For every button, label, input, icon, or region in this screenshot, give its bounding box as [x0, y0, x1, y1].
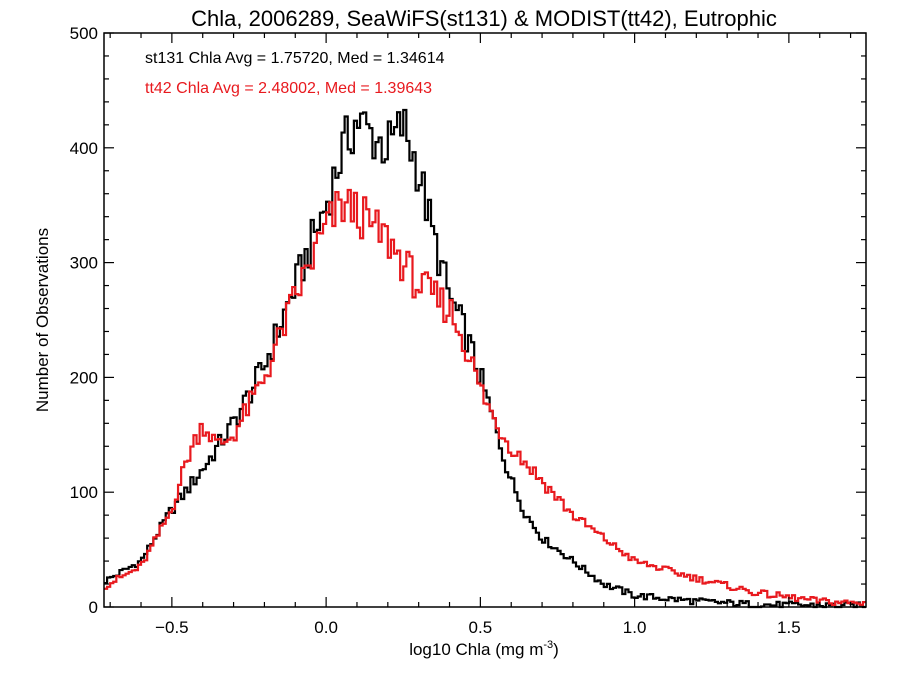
plot-frame	[103, 32, 867, 608]
x-axis-title-suffix: )	[553, 640, 559, 659]
x-tick-label: −0.5	[155, 618, 189, 637]
y-tick-label: 400	[70, 139, 98, 158]
chart-title: Chla, 2006289, SeaWiFS(st131) & MODIST(t…	[191, 6, 777, 31]
series-st131-histogram	[104, 108, 866, 609]
y-axis-title: Number of Observations	[33, 228, 52, 412]
x-axis-title-superscript: -3	[543, 639, 553, 651]
y-tick-label: 100	[70, 483, 98, 502]
x-axis-title: log10 Chla (mg m-3)	[409, 639, 559, 659]
annotation-st131: st131 Chla Avg = 1.75720, Med = 1.34614	[145, 50, 445, 67]
y-tick-label: 0	[89, 598, 98, 617]
x-axis-title-main: log10 Chla (mg m	[409, 640, 543, 659]
y-tick-label: 200	[70, 368, 98, 387]
plot-area	[103, 32, 867, 609]
series-layer	[104, 108, 866, 609]
x-tick-labels: −0.5 0.0 0.5 1.0 1.5	[155, 618, 801, 637]
y-tick-label: 500	[70, 24, 98, 43]
series-tt42-histogram	[104, 188, 866, 606]
x-tick-label: 0.5	[469, 618, 493, 637]
x-tick-label: 1.0	[623, 618, 647, 637]
annotation-tt42: tt42 Chla Avg = 2.48002, Med = 1.39643	[145, 80, 432, 97]
x-tick-label: 1.5	[777, 618, 801, 637]
y-tick-labels: 0 100 200 300 400 500	[70, 24, 98, 617]
x-tick-label: 0.0	[314, 618, 338, 637]
ticks-layer	[104, 32, 866, 608]
y-tick-label: 300	[70, 254, 98, 273]
